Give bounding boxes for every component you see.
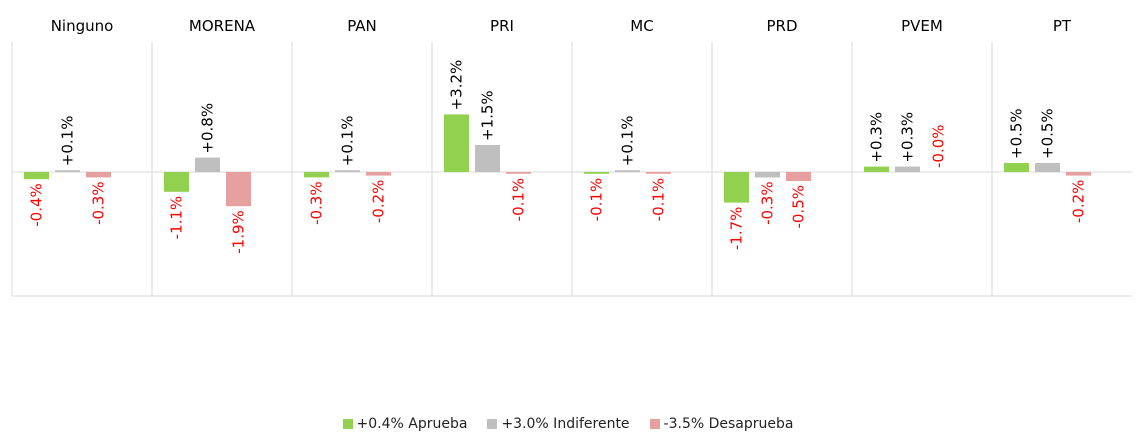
- bar: [584, 172, 609, 174]
- legend-label: +3.0% Indiferente: [501, 416, 630, 432]
- data-label: +0.1%: [619, 116, 637, 167]
- data-label: -1.7%: [728, 207, 746, 251]
- bar: [226, 172, 251, 207]
- bar: [615, 170, 640, 172]
- party-label: MC: [630, 17, 653, 35]
- party-label: PAN: [347, 17, 377, 35]
- legend-label: -3.5% Desaprueba: [663, 416, 794, 432]
- data-label: -0.1%: [650, 178, 668, 222]
- legend-swatch: [342, 419, 353, 429]
- party-label: PRI: [490, 17, 514, 35]
- data-label: -0.0%: [930, 124, 948, 168]
- party-label: MORENA: [189, 17, 256, 35]
- legend-item: +0.4% Aprueba: [342, 416, 468, 432]
- bar: [1066, 172, 1091, 176]
- data-label: +0.5%: [1008, 108, 1026, 159]
- data-label: -0.2%: [1070, 180, 1088, 224]
- data-label: +0.3%: [868, 112, 886, 163]
- bar: [755, 172, 780, 178]
- data-label: -1.9%: [230, 210, 248, 254]
- data-label: +1.5%: [479, 90, 497, 141]
- bar: [86, 172, 111, 178]
- legend-item: -3.5% Desaprueba: [649, 416, 794, 432]
- party-label: PT: [1053, 17, 1072, 35]
- bar: [366, 172, 391, 176]
- bar: [475, 145, 500, 172]
- data-label: -1.1%: [168, 196, 186, 240]
- bar: [506, 172, 531, 174]
- data-label: -0.1%: [510, 178, 528, 222]
- bar: [164, 172, 189, 192]
- data-label: +0.5%: [1039, 108, 1057, 159]
- data-label: +0.3%: [899, 112, 917, 163]
- legend-item: +3.0% Indiferente: [487, 416, 630, 432]
- party-label: PRD: [766, 17, 797, 35]
- bar: [786, 172, 811, 181]
- bar: [1035, 163, 1060, 172]
- bar: [304, 172, 329, 178]
- bar: [335, 170, 360, 172]
- legend-swatch: [649, 419, 660, 429]
- party-label: PVEM: [901, 17, 943, 35]
- data-label: +0.1%: [59, 116, 77, 167]
- bar: [864, 166, 889, 172]
- data-label: -0.3%: [308, 181, 326, 225]
- data-label: +0.1%: [339, 116, 357, 167]
- data-label: -0.4%: [28, 183, 46, 227]
- party-label: Ninguno: [51, 17, 114, 35]
- bar: [724, 172, 749, 203]
- legend: +0.4% Aprueba +3.0% Indiferente -3.5% Desa…: [0, 416, 1136, 432]
- bar: [646, 172, 671, 174]
- bar: [444, 114, 469, 172]
- bar: [1004, 163, 1029, 172]
- chart-area: Ninguno -0.4% +0.1% -0.3% MORENA -1.1% +0.8% -1…: [11, 17, 1132, 297]
- bar: [895, 166, 920, 172]
- data-label: -0.2%: [370, 180, 388, 224]
- bar: [55, 170, 80, 172]
- data-label: -0.3%: [759, 181, 777, 225]
- bar: [24, 172, 49, 180]
- data-label: +3.2%: [448, 60, 466, 111]
- data-label: -0.5%: [790, 185, 808, 229]
- data-label: -0.3%: [90, 181, 108, 225]
- legend-swatch: [487, 419, 498, 429]
- bar: [195, 157, 220, 172]
- data-label: -0.1%: [588, 178, 606, 222]
- legend-label: +0.4% Aprueba: [356, 416, 468, 432]
- data-label: +0.8%: [199, 103, 217, 154]
